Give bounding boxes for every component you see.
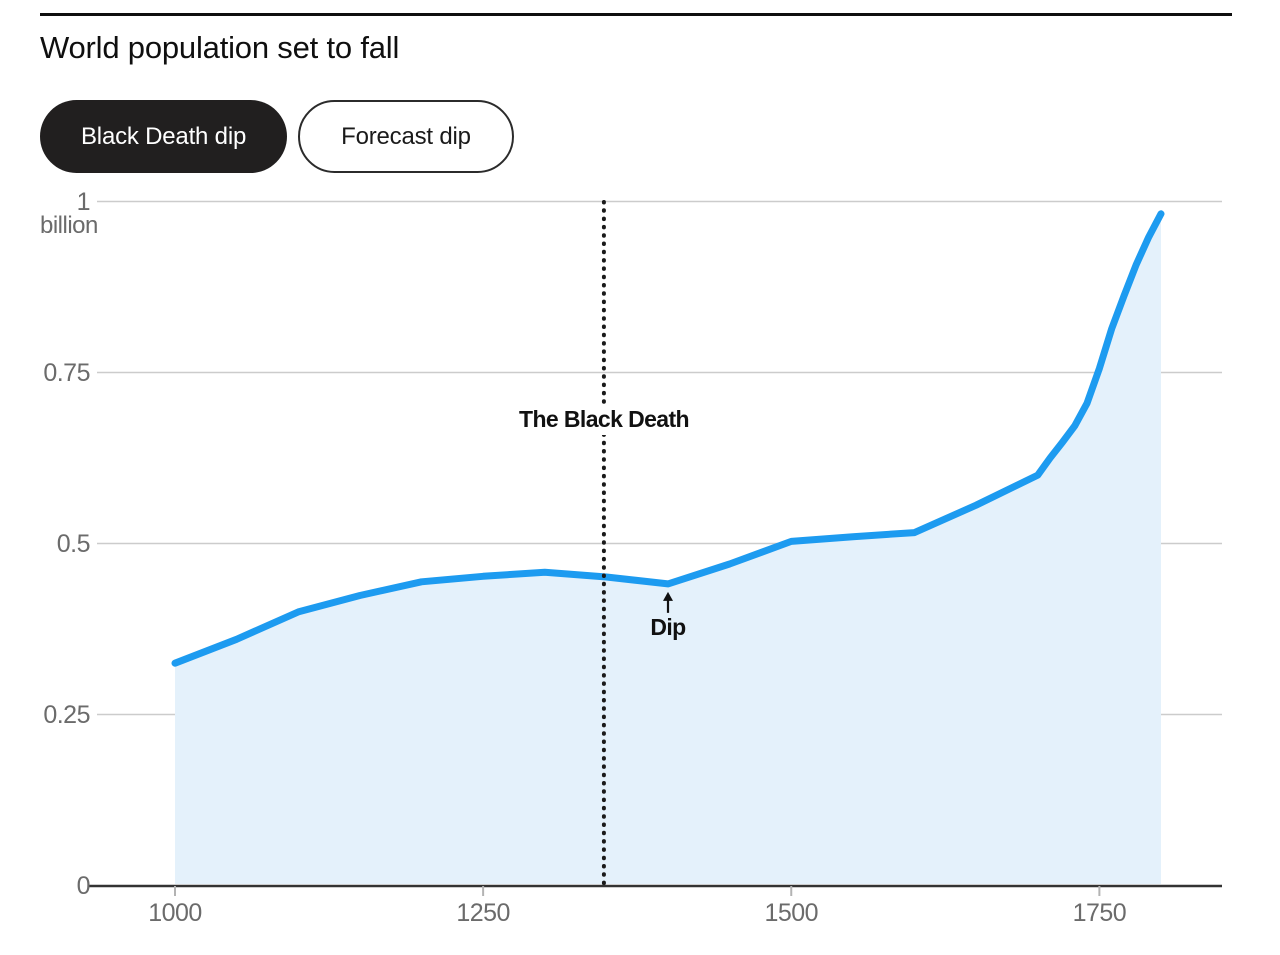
x-tick-label: 1000 — [148, 899, 202, 927]
y-tick-label: 0.5 — [57, 530, 90, 558]
y-tick-label: 1 — [77, 188, 90, 216]
black-death-annotation: The Black Death — [512, 404, 696, 435]
dip-arrow-head — [663, 591, 673, 601]
y-tick-label: 0.75 — [43, 359, 90, 387]
y-axis-unit-label: billion — [40, 212, 98, 239]
y-tick-label: 0 — [77, 872, 90, 900]
chart-title: World population set to fall — [40, 30, 400, 65]
population-line — [171, 210, 1165, 667]
area-fill — [175, 213, 1161, 885]
dip-annotation: Dip — [650, 614, 686, 640]
x-tick-label: 1750 — [1073, 899, 1127, 927]
toggle-forecast-dip[interactable]: Forecast dip — [298, 100, 514, 173]
y-tick-label: 0.25 — [43, 701, 90, 729]
x-tick-label: 1500 — [764, 899, 818, 927]
toggle-black-death-dip[interactable]: Black Death dip — [40, 100, 288, 173]
top-rule — [40, 13, 1232, 16]
x-tick-label: 1250 — [456, 899, 510, 927]
toggle-row: Black Death dip Forecast dip — [40, 100, 514, 173]
